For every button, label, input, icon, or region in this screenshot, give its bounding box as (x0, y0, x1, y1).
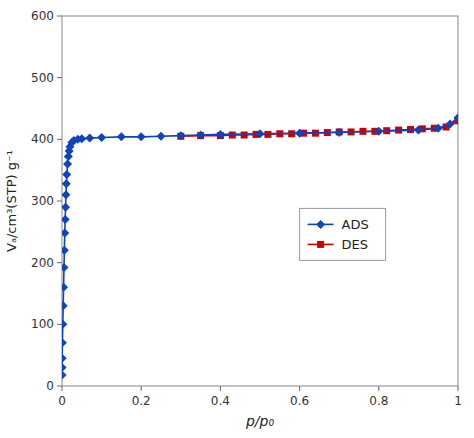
point (62, 179, 71, 188)
point (62, 246, 69, 255)
y-tick (57, 201, 62, 202)
y-tick (57, 139, 62, 140)
x-tick (299, 386, 300, 391)
point (454, 113, 459, 122)
y-axis-label: Vₐ/cm³(STP) g⁻¹ (4, 150, 19, 252)
x-tick (141, 386, 142, 391)
x-tick-label: 0.4 (211, 394, 230, 408)
point (374, 127, 383, 136)
point (117, 132, 126, 141)
y-tick (57, 324, 62, 325)
point (62, 283, 68, 292)
point (414, 126, 423, 135)
point (63, 160, 72, 169)
point (256, 129, 265, 138)
y-tick-label: 100 (31, 317, 54, 331)
y-tick-label: 600 (31, 9, 54, 23)
point (62, 190, 70, 199)
x-tick (62, 386, 63, 391)
point (77, 134, 86, 143)
legend-label: DES (342, 237, 368, 252)
y-tick (57, 386, 62, 387)
legend-box (300, 208, 386, 260)
legend-marker (316, 220, 325, 229)
y-tick (57, 262, 62, 263)
point (335, 128, 344, 137)
y-tick (57, 77, 62, 78)
x-tick (220, 386, 221, 391)
chart: 0 0.2 0.4 0.6 0.8 1 0 100 200 300 400 500 600 p/p₀ Vₐ/… (0, 0, 474, 438)
point (62, 301, 68, 310)
point (434, 124, 443, 133)
x-tick-label: 0.2 (132, 394, 151, 408)
x-tick (378, 386, 379, 391)
y-tick-label: 0 (46, 379, 54, 393)
y-tick-label: 400 (31, 132, 54, 146)
x-tick-label: 0 (58, 394, 66, 408)
point (97, 133, 106, 142)
legend-marker (317, 241, 324, 248)
point (85, 134, 94, 143)
y-tick-label: 500 (31, 71, 54, 85)
x-tick-label: 0.8 (369, 394, 388, 408)
point (62, 215, 70, 224)
point (62, 263, 68, 272)
point (62, 354, 67, 363)
point (62, 203, 70, 212)
point (62, 363, 67, 372)
x-axis-label: p/p₀ (245, 413, 274, 429)
point (157, 132, 166, 141)
point (241, 132, 248, 139)
point (137, 132, 146, 141)
point (196, 131, 205, 140)
y-tick-label: 200 (31, 256, 54, 270)
legend-label: ADS (342, 217, 369, 232)
x-tick-label: 0.6 (290, 394, 309, 408)
series-line (62, 118, 458, 375)
y-tick (57, 16, 62, 17)
point (62, 229, 69, 238)
point (62, 370, 67, 379)
point (62, 338, 67, 347)
point (62, 320, 67, 329)
y-tick-label: 300 (31, 194, 54, 208)
x-tick-label: 1 (454, 394, 462, 408)
legend: ADS DES (300, 208, 386, 260)
point (62, 170, 71, 179)
point (295, 129, 304, 138)
plot-frame (62, 16, 458, 386)
point (176, 131, 185, 140)
point (446, 119, 455, 128)
x-tick (458, 386, 459, 391)
plot-area (62, 113, 458, 379)
point (216, 130, 225, 139)
